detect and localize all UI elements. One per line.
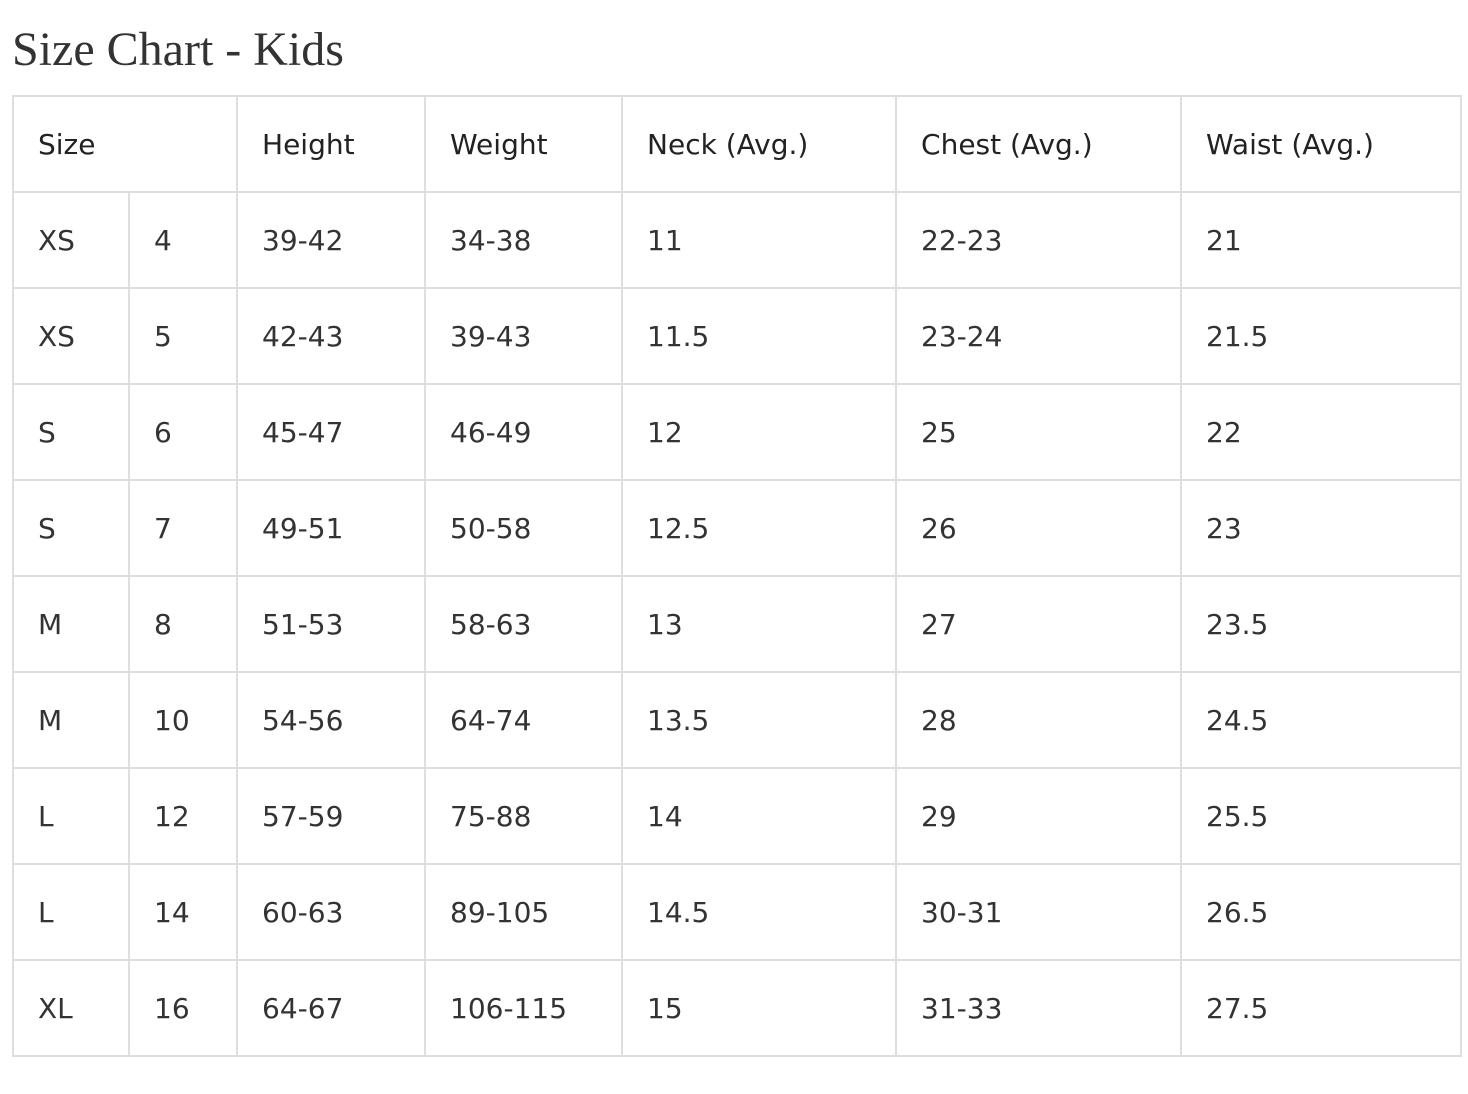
table-cell: 58-63	[424, 575, 624, 673]
table-cell: 8	[127, 575, 239, 673]
table-cell: 46-49	[424, 383, 624, 481]
header-row: Size Height Weight Neck (Avg.) Chest (Avg.) W…	[11, 95, 1463, 193]
table-cell: 21.5	[1180, 287, 1463, 385]
table-cell: 22	[1180, 383, 1463, 481]
table-cell: 13.5	[621, 671, 898, 769]
table-row: XL 16 64-67 106-115 15 31-33 27.5	[12, 959, 1463, 1057]
table-cell: 49-51	[236, 479, 427, 577]
table-cell: 6	[127, 383, 239, 481]
table-cell: 75-88	[424, 767, 624, 865]
table-row: XS 4 39-42 34-38 11 22-23 21	[12, 191, 1463, 289]
table-cell: 89-105	[424, 863, 624, 961]
table-cell: 10	[127, 671, 239, 769]
table-cell: 57-59	[236, 767, 427, 865]
table-row: S 7 49-51 50-58 12.5 26 23	[12, 479, 1463, 577]
table-cell: 21	[1180, 191, 1463, 289]
table-body: XS 4 39-42 34-38 11 22-23 21 XS 5 42-43 39-43 11.5 2…	[12, 191, 1463, 1057]
table-cell: 22-23	[895, 191, 1183, 289]
table-cell: 11	[621, 191, 898, 289]
table-cell: 13	[621, 575, 898, 673]
header-cell: Weight	[424, 95, 624, 193]
table-cell: 27.5	[1180, 959, 1463, 1057]
table-cell: 25	[895, 383, 1183, 481]
table-cell: L	[12, 767, 130, 865]
table-header: Size Height Weight Neck (Avg.) Chest (Avg.) W…	[11, 95, 1463, 193]
table-cell: 15	[621, 959, 898, 1057]
table-cell: 11.5	[621, 287, 898, 385]
table-cell: 51-53	[236, 575, 427, 673]
table-cell: XL	[12, 959, 130, 1057]
table-row: S 6 45-47 46-49 12 25 22	[12, 383, 1463, 481]
table-row: L 14 60-63 89-105 14.5 30-31 26.5	[12, 863, 1463, 961]
table-cell: 24.5	[1180, 671, 1463, 769]
table-row: M 8 51-53 58-63 13 27 23.5	[12, 575, 1463, 673]
table-cell: 4	[127, 191, 239, 289]
table-cell: 50-58	[424, 479, 624, 577]
table-cell: 42-43	[236, 287, 427, 385]
header-cell: Height	[236, 95, 427, 193]
table-cell: 60-63	[236, 863, 427, 961]
table-row: L 12 57-59 75-88 14 29 25.5	[12, 767, 1463, 865]
table-cell: 23.5	[1180, 575, 1463, 673]
table-cell: 12	[127, 767, 239, 865]
table-cell: 14	[621, 767, 898, 865]
table-cell: XS	[12, 287, 130, 385]
header-cell: Chest (Avg.)	[895, 95, 1183, 193]
table-cell: 14.5	[621, 863, 898, 961]
table-cell: S	[12, 383, 130, 481]
table-cell: 31-33	[895, 959, 1183, 1057]
table-cell: 25.5	[1180, 767, 1463, 865]
table-cell: 106-115	[424, 959, 624, 1057]
table-cell: 26.5	[1180, 863, 1463, 961]
size-table: Size Height Weight Neck (Avg.) Chest (Avg.) W…	[11, 95, 1463, 1057]
table-cell: 64-67	[236, 959, 427, 1057]
table-row: XS 5 42-43 39-43 11.5 23-24 21.5	[12, 287, 1463, 385]
table-cell: 14	[127, 863, 239, 961]
table-cell: 23	[1180, 479, 1463, 577]
table-cell: 26	[895, 479, 1183, 577]
header-cell: Waist (Avg.)	[1180, 95, 1463, 193]
table-cell: L	[12, 863, 130, 961]
table-cell: 7	[127, 479, 239, 577]
table-cell: 54-56	[236, 671, 427, 769]
table-row: M 10 54-56 64-74 13.5 28 24.5	[12, 671, 1463, 769]
header-cell: Neck (Avg.)	[621, 95, 898, 193]
table-cell: 30-31	[895, 863, 1183, 961]
table-cell: M	[12, 671, 130, 769]
table-cell: 39-43	[424, 287, 624, 385]
table-cell: 28	[895, 671, 1183, 769]
page-title: Size Chart - Kids	[12, 23, 344, 76]
table-cell: 5	[127, 287, 239, 385]
table-cell: 12.5	[621, 479, 898, 577]
table-cell: 45-47	[236, 383, 427, 481]
table-cell: S	[12, 479, 130, 577]
header-cell: Size	[11, 95, 239, 193]
table-cell: M	[12, 575, 130, 673]
table-cell: 27	[895, 575, 1183, 673]
table-cell: 39-42	[236, 191, 427, 289]
table-cell: 34-38	[424, 191, 624, 289]
table-cell: 29	[895, 767, 1183, 865]
table-cell: 23-24	[895, 287, 1183, 385]
table-cell: XS	[12, 191, 130, 289]
table-cell: 12	[621, 383, 898, 481]
table-cell: 64-74	[424, 671, 624, 769]
table-cell: 16	[127, 959, 239, 1057]
